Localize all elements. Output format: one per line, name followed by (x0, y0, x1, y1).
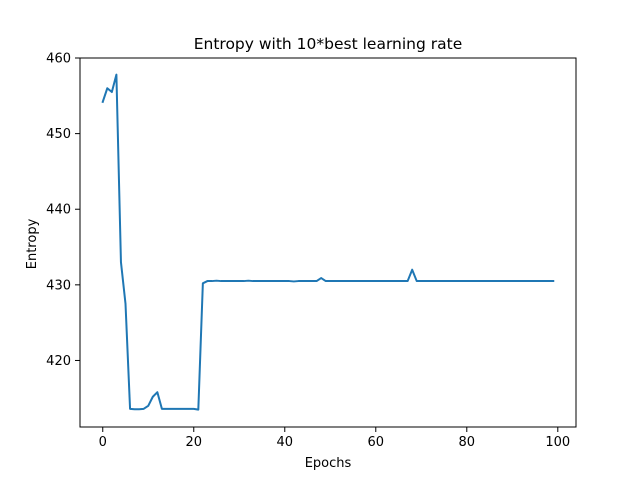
x-axis-label: Epochs (305, 456, 352, 471)
series-line-0 (101, 73, 555, 411)
y-tick-label-420: 420 (46, 354, 71, 369)
y-tick-label-440: 440 (46, 203, 71, 218)
chart-title: Entropy with 10*best learning rate (194, 35, 463, 53)
x-tick-label-0: 0 (99, 435, 107, 450)
x-tick-label-100: 100 (545, 435, 570, 450)
x-tick-label-20: 20 (185, 435, 202, 450)
y-tick-label-450: 450 (46, 127, 71, 142)
x-tick-label-60: 60 (368, 435, 385, 450)
x-tick-label-40: 40 (276, 435, 293, 450)
x-tick-label-80: 80 (459, 435, 476, 450)
plot-area: 0 20 40 60 80 100 420 430 440 450 460 (46, 52, 577, 450)
y-axis-label: Entropy (25, 218, 40, 269)
y-tick-label-460: 460 (46, 52, 71, 67)
y-tick-label-430: 430 (46, 278, 71, 293)
axes-frame (79, 57, 577, 428)
